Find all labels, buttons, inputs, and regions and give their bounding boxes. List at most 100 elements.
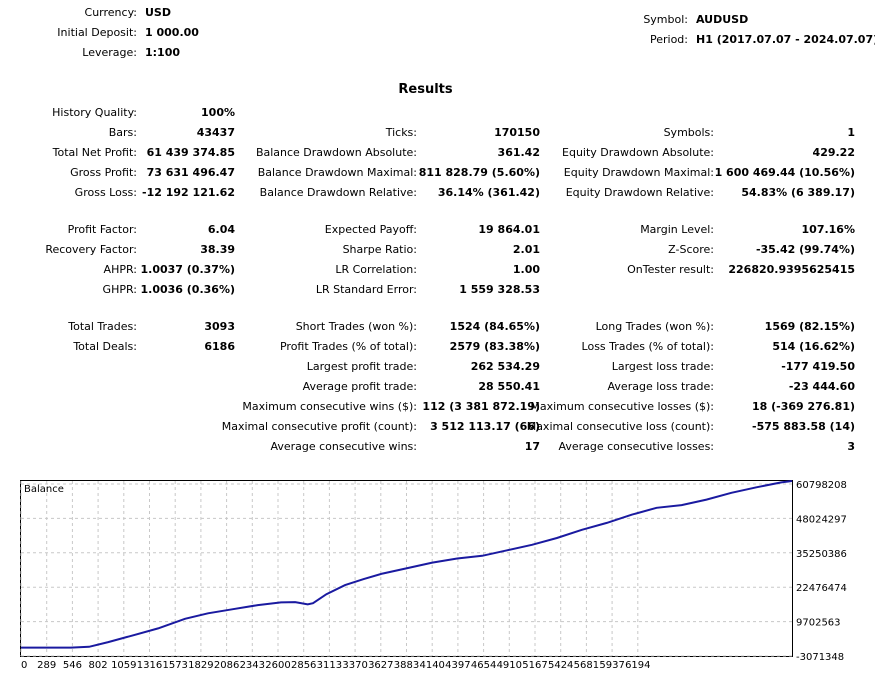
lr-correlation-label: LR Correlation: [335,263,417,276]
balance-drawdown-absolute-value: 361.42 [497,146,540,159]
sharpe-ratio-value: 2.01 [512,243,540,256]
average-loss-trade-label: Average loss trade: [607,380,714,393]
x-tick-label: 1059 [111,660,136,671]
lr-standard-error-value: 1 559 328.53 [459,283,540,296]
gross-loss-label: Gross Loss: [74,186,137,199]
total-trades-label: Total Trades: [68,320,137,333]
average-consecutive-wins-label: Average consecutive wins: [270,440,417,453]
equity-drawdown-relative-label: Equity Drawdown Relative: [565,186,714,199]
x-tick-label: 4140 [419,660,444,671]
z-score-label: Z-Score: [668,243,714,256]
ticks-value: 170150 [494,126,540,139]
leverage-label: Leverage: [82,46,137,59]
expected-payoff-label: Expected Payoff: [324,223,417,236]
bars-value: 43437 [196,126,235,139]
chart-grid [20,481,792,657]
profit-factor-label: Profit Factor: [67,223,137,236]
x-axis-ticks: 0 289 546 802 1059 1316 1573 1829 2086 2343 2600 28… [21,660,651,671]
loss-trades-label: Loss Trades (% of total): [581,340,714,353]
currency-value: USD [145,6,171,19]
x-tick-label: 1573 [162,660,187,671]
average-consecutive-losses-value: 3 [847,440,855,453]
max-consecutive-losses-value: 18 (-369 276.81) [752,400,855,413]
symbol-value: AUDUSD [696,13,749,26]
equity-drawdown-maximal-label: Equity Drawdown Maximal: [563,166,714,179]
total-deals-label: Total Deals: [73,340,137,353]
x-tick-label: 4654 [471,660,496,671]
equity-drawdown-absolute-value: 429.22 [812,146,855,159]
largest-loss-trade-label: Largest loss trade: [611,360,714,373]
total-trades-value: 3093 [204,320,235,333]
balance-drawdown-relative-label: Balance Drawdown Relative: [259,186,417,199]
average-profit-trade-label: Average profit trade: [302,380,417,393]
x-tick-label: 1316 [137,660,162,671]
recovery-factor-label: Recovery Factor: [45,243,137,256]
short-trades-value: 1524 (84.65%) [449,320,540,333]
y-tick-label: -3071348 [796,652,844,663]
lr-standard-error-label: LR Standard Error: [315,283,417,296]
margin-level-label: Margin Level: [640,223,714,236]
y-tick-label: 60798208 [796,480,847,491]
z-score-value: -35.42 (99.74%) [755,243,855,256]
x-tick-label: 3883 [394,660,419,671]
symbols-label: Symbols: [663,126,714,139]
results-title: Results [398,82,453,97]
x-tick-label: 3370 [342,660,367,671]
chart-title: Balance [24,484,64,495]
x-tick-label: 546 [63,660,82,671]
currency-label: Currency: [84,6,137,19]
balance-drawdown-maximal-label: Balance Drawdown Maximal: [257,166,417,179]
ahpr-value: 1.0037 (0.37%) [140,263,236,276]
x-tick-label: 802 [89,660,108,671]
symbols-value: 1 [847,126,855,139]
max-consecutive-wins-label: Maximum consecutive wins ($): [242,400,417,413]
x-tick-label: 5681 [574,660,599,671]
balance-chart: Balance 60798208 48024297 35250386 22476474… [20,480,847,671]
margin-level-value: 107.16% [801,223,855,236]
max-consecutive-losses-label: Maximum consecutive losses ($): [530,400,714,413]
recovery-factor-value: 38.39 [200,243,235,256]
maximal-consecutive-profit-value: 3 512 113.17 (66) [430,420,540,433]
total-deals-value: 6186 [204,340,235,353]
equity-drawdown-absolute-label: Equity Drawdown Absolute: [562,146,714,159]
average-profit-trade-value: 28 550.41 [478,380,540,393]
history-quality-label: History Quality: [52,106,137,119]
equity-drawdown-relative-value: 54.83% (6 389.17) [741,186,855,199]
long-trades-value: 1569 (82.15%) [764,320,855,333]
largest-profit-trade-value: 262 534.29 [470,360,540,373]
symbol-label: Symbol: [643,13,688,26]
x-tick-label: 1829 [188,660,213,671]
maximal-consecutive-profit-label: Maximal consecutive profit (count): [221,420,417,433]
largest-loss-trade-value: -177 419.50 [781,360,855,373]
y-tick-label: 48024297 [796,514,847,525]
net-profit-value: 61 439 374.85 [146,146,235,159]
x-tick-label: 5167 [522,660,547,671]
balance-drawdown-absolute-label: Balance Drawdown Absolute: [255,146,417,159]
ontester-result-value: 226820.9395625415 [728,263,855,276]
profit-factor-value: 6.04 [207,223,235,236]
average-loss-trade-value: -23 444.60 [788,380,855,393]
gross-loss-value: -12 192 121.62 [142,186,235,199]
largest-profit-trade-label: Largest profit trade: [306,360,417,373]
x-tick-label: 2086 [214,660,239,671]
x-tick-label: 289 [37,660,56,671]
leverage-value: 1:100 [145,46,181,59]
expected-payoff-value: 19 864.01 [478,223,540,236]
net-profit-label: Total Net Profit: [52,146,137,159]
balance-drawdown-relative-value: 36.14% (361.42) [437,186,540,199]
period-value: H1 (2017.07.07 - 2024.07.07) [696,33,875,46]
x-tick-label: 6194 [625,660,650,671]
average-consecutive-losses-label: Average consecutive losses: [558,440,714,453]
y-axis-ticks: 60798208 48024297 35250386 22476474 9702563 -… [796,480,847,663]
lr-correlation-value: 1.00 [512,263,540,276]
ontester-result-label: OnTester result: [627,263,714,276]
y-tick-label: 35250386 [796,549,847,560]
x-tick-label: 3627 [368,660,393,671]
sharpe-ratio-label: Sharpe Ratio: [342,243,417,256]
maximal-consecutive-loss-label: Maximal consecutive loss (count): [526,420,714,433]
y-tick-label: 22476474 [796,583,847,594]
period-label: Period: [649,33,688,46]
balance-drawdown-maximal-value: 811 828.79 (5.60%) [418,166,540,179]
long-trades-label: Long Trades (won %): [595,320,714,333]
x-tick-label: 2343 [240,660,265,671]
